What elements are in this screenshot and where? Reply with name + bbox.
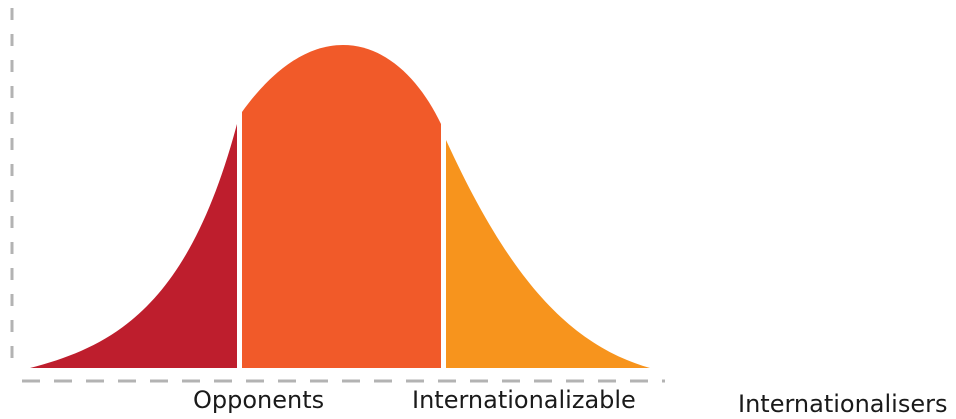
segment-opponents <box>30 124 237 368</box>
label-internationalizable: Internationalizable <box>412 386 636 414</box>
label-internationalisers: Internationalisers <box>738 390 948 418</box>
segment-internationalisers <box>446 140 650 368</box>
segment-internationalizable <box>242 45 441 368</box>
label-opponents: Opponents <box>193 386 325 414</box>
